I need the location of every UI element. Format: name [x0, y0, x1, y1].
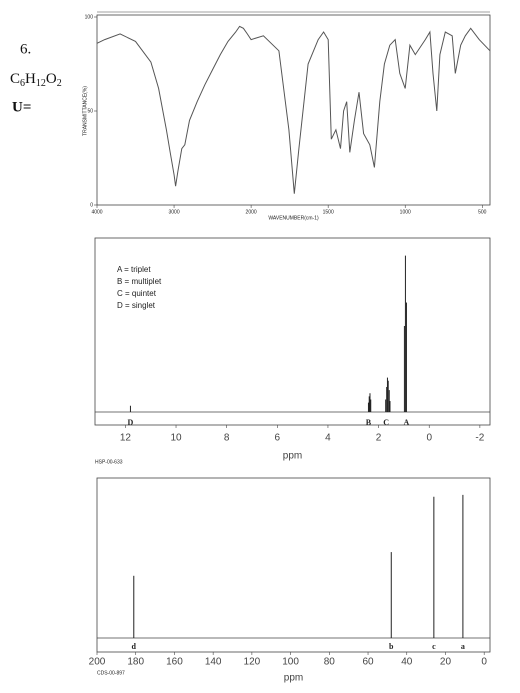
x-tick-label: -2	[475, 433, 484, 444]
x-tick-label: 160	[166, 657, 183, 668]
y-tick-label: 50	[87, 108, 93, 114]
peak-letter: A	[404, 418, 410, 427]
legend-note: B = multiplet	[117, 277, 162, 286]
y-axis-label: TRANSMITTANCE(%)	[82, 86, 88, 136]
legend-note: D = singlet	[117, 301, 156, 310]
peak-letter: B	[366, 418, 372, 427]
x-axis-label: ppm	[284, 673, 303, 684]
plot-frame	[94, 237, 491, 426]
x-tick-label: 12	[120, 433, 132, 444]
spectrum-code: CDS-00-897	[97, 670, 125, 676]
x-tick-label: 100	[282, 657, 299, 668]
x-tick-label: 200	[89, 657, 106, 668]
peak-letter: b	[389, 642, 394, 651]
x-tick-label: 10	[170, 433, 182, 444]
x-tick-label: 60	[362, 657, 374, 668]
plot-frame	[96, 14, 491, 206]
formula: C6H12O2	[10, 71, 62, 89]
x-tick-label: 8	[224, 433, 230, 444]
unsaturation-label: U=	[12, 99, 31, 115]
x-tick-label: 1000	[400, 209, 411, 215]
peak-letter: a	[461, 642, 465, 651]
x-tick-label: 4	[325, 433, 331, 444]
x-tick-label: 6	[275, 433, 281, 444]
x-axis-label: WAVENUMBER(cm-1)	[268, 215, 319, 221]
x-tick-label: 40	[401, 657, 413, 668]
spectrum-line	[96, 25, 491, 194]
x-tick-label: 1500	[323, 209, 334, 215]
legend-note: A = triplet	[117, 265, 151, 274]
x-tick-label: 80	[324, 657, 336, 668]
x-tick-label: 180	[127, 657, 144, 668]
x-tick-label: 120	[244, 657, 261, 668]
y-tick-label: 0	[90, 202, 93, 208]
x-tick-label: 500	[478, 209, 487, 215]
peak-letter: C	[383, 418, 389, 427]
x-tick-label: 2	[376, 433, 382, 444]
x-tick-label: 20	[440, 657, 452, 668]
x-tick-label: 2000	[246, 209, 257, 215]
legend-note: C = quintet	[117, 289, 157, 298]
peak-letter: D	[128, 418, 134, 427]
peak-letter: c	[432, 642, 436, 651]
problem-number: 6.	[20, 41, 31, 57]
x-tick-label: 140	[205, 657, 222, 668]
x-tick-label: 0	[426, 433, 432, 444]
peak-letter: d	[132, 642, 137, 651]
spectrum-code: HSP-00-633	[95, 459, 123, 465]
x-tick-label: 3000	[168, 209, 179, 215]
x-tick-label: 4000	[91, 209, 102, 215]
x-axis-label: ppm	[283, 451, 302, 462]
plot-frame	[96, 477, 491, 653]
x-tick-label: 0	[481, 657, 487, 668]
y-tick-label: 100	[85, 14, 94, 20]
